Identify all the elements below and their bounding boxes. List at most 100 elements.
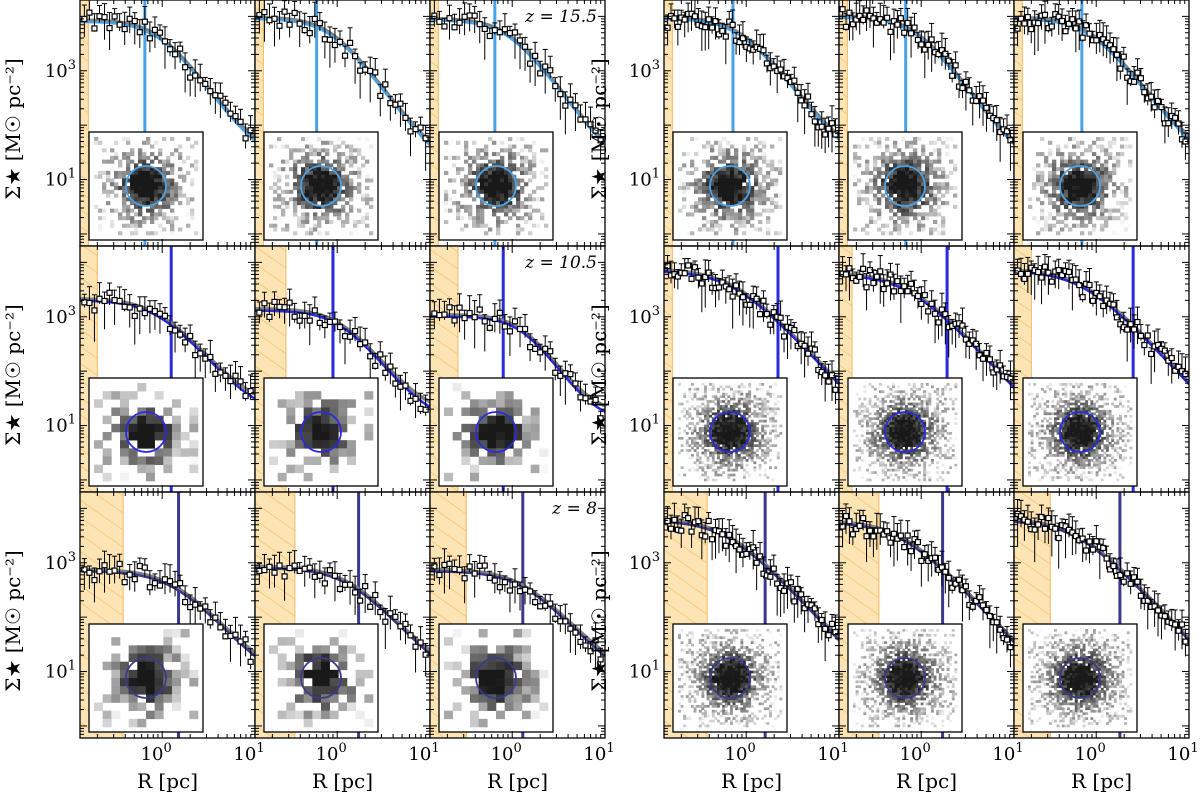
stellar-map-inset — [848, 132, 962, 240]
inset-pixel — [277, 178, 281, 182]
inset-pixel — [357, 167, 361, 171]
inset-pixel — [146, 186, 150, 190]
inset-pixel — [921, 224, 925, 228]
inset-pixel — [305, 216, 309, 220]
inset-pixel — [691, 422, 694, 425]
data-point — [168, 47, 173, 52]
inset-pixel — [696, 410, 699, 413]
inset-pixel — [690, 163, 694, 167]
inset-pixel — [364, 391, 373, 399]
inset-pixel — [1084, 171, 1088, 175]
inset-pixel — [1128, 178, 1132, 182]
inset-pixel — [865, 160, 869, 164]
inset-pixel — [758, 182, 762, 186]
inset-pixel — [512, 163, 516, 167]
inset-pixel — [496, 231, 500, 235]
data-point — [302, 28, 307, 33]
inset-pixel — [690, 231, 694, 235]
data-point — [686, 263, 691, 268]
y-axis-label: Σ★ [M☉ pc⁻²] — [587, 58, 611, 199]
inset-pixel — [158, 212, 162, 216]
inset-pixel — [273, 145, 277, 149]
inset-pixel — [190, 182, 194, 186]
inset-pixel — [118, 186, 122, 190]
inset-pixel — [889, 205, 893, 209]
inset-pixel — [170, 190, 174, 194]
inset-pixel — [877, 175, 881, 179]
data-point — [228, 111, 233, 116]
inset-pixel — [688, 388, 691, 391]
inset-pixel — [1068, 178, 1072, 182]
inset-pixel — [1068, 209, 1072, 213]
inset-pixel — [945, 152, 949, 156]
inset-pixel — [750, 197, 754, 201]
inset-pixel — [1080, 224, 1084, 228]
data-point — [287, 300, 292, 305]
inset-pixel — [102, 186, 106, 190]
inset-pixel — [738, 186, 742, 190]
inset-pixel — [686, 439, 689, 442]
inset-pixel — [1072, 197, 1076, 201]
inset-pixel — [717, 425, 720, 428]
inset-pixel — [696, 454, 699, 457]
inset-pixel — [709, 415, 712, 418]
inset-pixel — [520, 160, 524, 164]
inset-pixel — [758, 141, 762, 145]
inset-pixel — [746, 137, 750, 141]
inset-pixel — [329, 194, 333, 198]
inset-pixel — [528, 160, 532, 164]
inset-pixel — [913, 216, 917, 220]
inset-pixel — [540, 197, 544, 201]
inset-pixel — [1076, 209, 1080, 213]
resolution-shade — [430, 0, 438, 246]
inset-pixel — [325, 190, 329, 194]
inset-pixel — [712, 459, 715, 462]
data-point — [502, 324, 507, 329]
inset-pixel — [1100, 216, 1104, 220]
data-point — [238, 379, 243, 384]
inset-pixel — [941, 201, 945, 205]
inset-pixel — [727, 415, 730, 418]
inset-pixel — [138, 178, 142, 182]
data-point — [692, 14, 697, 19]
inset-pixel — [691, 447, 694, 450]
inset-pixel — [496, 432, 505, 440]
inset-pixel — [130, 175, 134, 179]
inset-pixel — [285, 201, 289, 205]
inset-pixel — [129, 457, 138, 465]
inset-pixel — [725, 447, 728, 450]
inset-pixel — [189, 408, 198, 416]
inset-pixel — [130, 152, 134, 156]
inset-pixel — [301, 212, 305, 216]
inset-pixel — [126, 163, 130, 167]
inset-pixel — [444, 408, 453, 416]
inset-pixel — [720, 430, 723, 433]
data-point — [272, 299, 277, 304]
inset-pixel — [1112, 163, 1116, 167]
inset-pixel — [508, 209, 512, 213]
inset-pixel — [893, 212, 897, 216]
inset-pixel — [717, 417, 720, 420]
inset-pixel — [1112, 156, 1116, 160]
inset-pixel — [701, 430, 704, 433]
inset-pixel — [681, 444, 684, 447]
inset-pixel — [126, 216, 130, 220]
inset-pixel — [325, 148, 329, 152]
inset-pixel — [134, 231, 138, 235]
inset-pixel — [106, 201, 110, 205]
inset-pixel — [166, 194, 170, 198]
inset-pixel — [313, 224, 317, 228]
inset-pixel — [778, 137, 782, 141]
inset-pixel — [1124, 137, 1128, 141]
inset-pixel — [893, 152, 897, 156]
inset-pixel — [448, 156, 452, 160]
data-point — [147, 36, 152, 41]
inset-pixel — [273, 186, 277, 190]
data-point — [477, 22, 482, 27]
data-point — [142, 311, 147, 316]
data-point — [403, 115, 408, 120]
inset-pixel — [742, 178, 746, 182]
inset-pixel — [321, 175, 325, 179]
data-point — [812, 347, 817, 352]
inset-pixel — [734, 178, 738, 182]
